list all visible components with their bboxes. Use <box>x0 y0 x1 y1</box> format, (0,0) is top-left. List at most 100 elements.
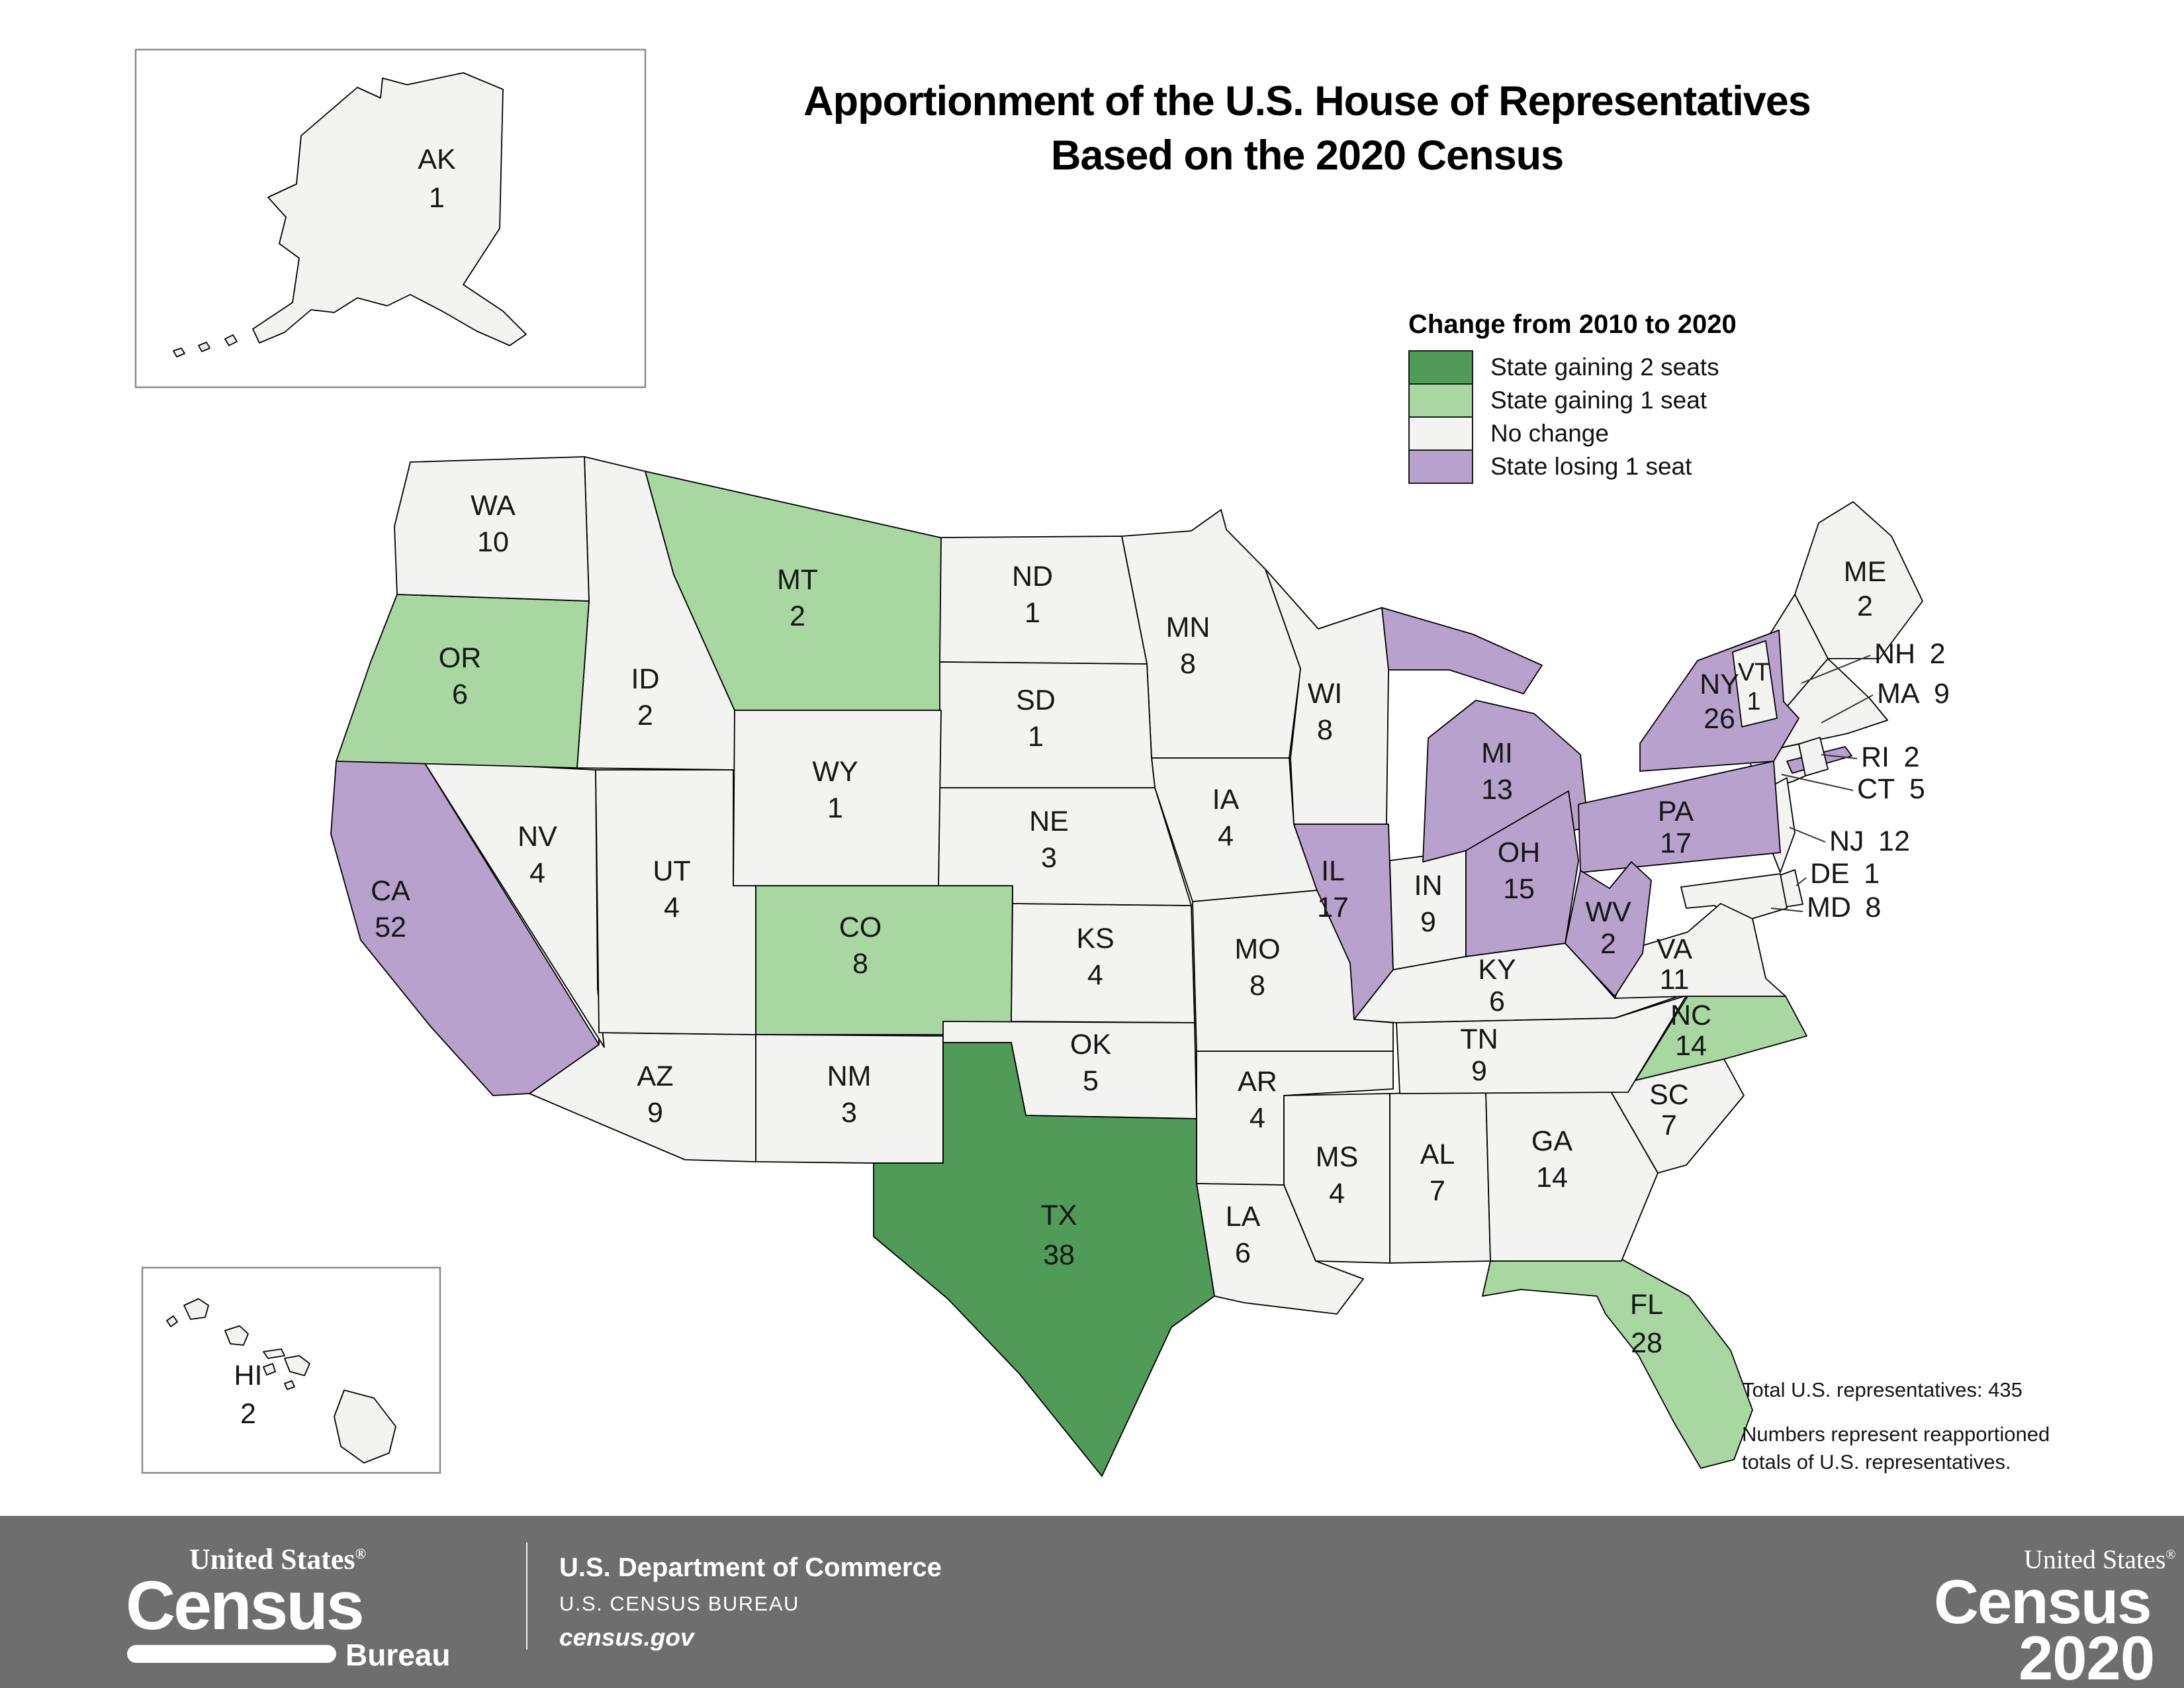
state-AK-label: AK <box>418 144 456 175</box>
state-FL-shape <box>1482 1258 1753 1469</box>
legend-label-lose1: State losing 1 seat <box>1490 453 1692 480</box>
state-IA-label: IA <box>1212 784 1240 816</box>
state-SD-seats: 1 <box>1028 721 1044 753</box>
state-HI-shape-4 <box>263 1363 276 1376</box>
legend-swatch-none <box>1408 416 1473 451</box>
state-NC-seats: 14 <box>1675 1030 1707 1062</box>
state-NC-label: NC <box>1670 1000 1711 1031</box>
state-WA-label: WA <box>471 490 516 522</box>
state-WA-shape <box>394 456 590 602</box>
callout-leader-DE <box>1796 877 1807 886</box>
state-HI-shape-6 <box>284 1380 295 1390</box>
callout-leader-CT <box>1781 774 1854 791</box>
state-WY-label: WY <box>812 756 858 788</box>
state-AL-label: AL <box>1420 1139 1455 1170</box>
census-2020-logo-topline: United States® <box>2024 1544 2176 1574</box>
state-GA-label: GA <box>1531 1125 1572 1157</box>
state-WV-seats: 2 <box>1600 928 1616 960</box>
census-2020-logo: United States® Census 2020 <box>1934 1544 2176 1688</box>
state-MA-callout-label: MA 9 <box>1877 678 1950 710</box>
state-SD-label: SD <box>1016 684 1056 716</box>
state-OK-seats: 5 <box>1083 1065 1099 1097</box>
state-NY-label: NY <box>1700 669 1739 700</box>
us-census-bureau-text: U.S. CENSUS BUREAU <box>559 1592 799 1615</box>
state-HI-shape-5 <box>284 1355 310 1376</box>
state-AK-seats: 1 <box>429 182 445 214</box>
census-bureau-logo: United States® Census Bureau <box>126 1542 470 1674</box>
state-TX-seats: 38 <box>1043 1239 1075 1271</box>
state-VT-shape <box>1732 640 1778 727</box>
state-NV-seats: 4 <box>529 857 545 889</box>
state-AZ-label: AZ <box>637 1060 674 1092</box>
state-IL-label: IL <box>1321 855 1345 887</box>
state-PA-shape <box>1578 761 1781 873</box>
total-representatives-note: Total U.S. representatives: 435 <box>1742 1378 2023 1401</box>
legend-items: State gaining 2 seats State gaining 1 sea… <box>1408 350 1737 484</box>
state-OH-seats: 15 <box>1503 873 1535 905</box>
callout-leader-lines-layer <box>1770 655 1874 912</box>
state-MI-label: MI <box>1481 737 1513 769</box>
state-MS-label: MS <box>1316 1141 1359 1173</box>
state-MT-label: MT <box>777 564 818 596</box>
state-MS-seats: 4 <box>1329 1178 1345 1209</box>
state-CA-seats: 52 <box>375 912 406 943</box>
state-HI-shape-3 <box>263 1348 285 1359</box>
state-FL-seats: 28 <box>1631 1327 1662 1359</box>
state-AK-shape-3 <box>173 348 185 357</box>
legend-swatch-lose1 <box>1408 449 1473 484</box>
state-WV-label: WV <box>1585 896 1631 928</box>
state-ME-shape <box>1794 501 1923 659</box>
state-AL-seats: 7 <box>1430 1175 1445 1207</box>
state-HI-shape-7 <box>334 1389 396 1464</box>
state-SC-shape <box>1608 1058 1745 1174</box>
callout-leader-NJ <box>1789 827 1826 843</box>
state-TX-shape <box>873 1042 1215 1477</box>
state-MD-callout-label: MD 8 <box>1807 892 1881 923</box>
state-ID-label: ID <box>631 663 660 695</box>
state-HI-label: HI <box>234 1360 263 1391</box>
state-TN-shape <box>1396 995 1687 1094</box>
state-MN-label: MN <box>1166 612 1210 643</box>
state-IA-seats: 4 <box>1218 820 1234 852</box>
state-LA-label: LA <box>1226 1201 1261 1233</box>
state-MO-seats: 8 <box>1250 970 1265 1002</box>
callout-leader-NH <box>1801 655 1871 684</box>
state-RI-shape <box>1798 737 1829 776</box>
state-TN-label: TN <box>1460 1023 1498 1055</box>
state-CT-callout-label: CT 5 <box>1857 773 1925 805</box>
state-NE-seats: 3 <box>1041 842 1057 874</box>
state-ND-shape <box>939 536 1148 665</box>
state-HI-seats: 2 <box>240 1398 256 1430</box>
state-VA-seats: 11 <box>1660 964 1690 996</box>
state-OH-label: OH <box>1498 837 1541 868</box>
callout-leader-MA <box>1821 694 1874 724</box>
state-TN-seats: 9 <box>1471 1055 1487 1087</box>
state-CO-shape <box>755 885 1013 1035</box>
state-AK-shape-2 <box>198 342 210 352</box>
state-MT-seats: 2 <box>790 600 805 632</box>
state-HI-shape-2 <box>224 1325 249 1346</box>
page-title-line1: Apportionment of the U.S. House of Repre… <box>803 78 1811 124</box>
state-PA-label: PA <box>1658 796 1694 827</box>
state-TX-label: TX <box>1041 1199 1077 1231</box>
state-OH-shape <box>1465 790 1579 957</box>
dept-of-commerce-text: U.S. Department of Commerce <box>559 1553 942 1582</box>
state-SC-label: SC <box>1649 1079 1689 1111</box>
legend-label-gain1: State gaining 1 seat <box>1490 387 1707 414</box>
census-bureau-logo-topline: United States® <box>189 1543 366 1575</box>
state-NY-seats: 26 <box>1704 703 1735 735</box>
state-ME-seats: 2 <box>1857 590 1873 622</box>
state-IL-seats: 17 <box>1317 892 1349 923</box>
state-FL-label: FL <box>1630 1289 1663 1321</box>
state-SD-shape <box>939 661 1156 788</box>
state-KS-label: KS <box>1076 923 1114 955</box>
state-MI-seats: 13 <box>1481 774 1513 806</box>
census-gov-text: census.gov <box>559 1624 694 1651</box>
state-ID-seats: 2 <box>637 700 653 731</box>
state-OR-label: OR <box>439 642 482 674</box>
census-bureau-logo-bureau: Bureau <box>345 1638 451 1672</box>
legend-swatch-gain2 <box>1408 350 1473 385</box>
state-GA-seats: 14 <box>1536 1162 1568 1194</box>
callout-leader-RI <box>1821 754 1858 759</box>
state-NJ-callout-label: NJ 12 <box>1829 825 1910 857</box>
